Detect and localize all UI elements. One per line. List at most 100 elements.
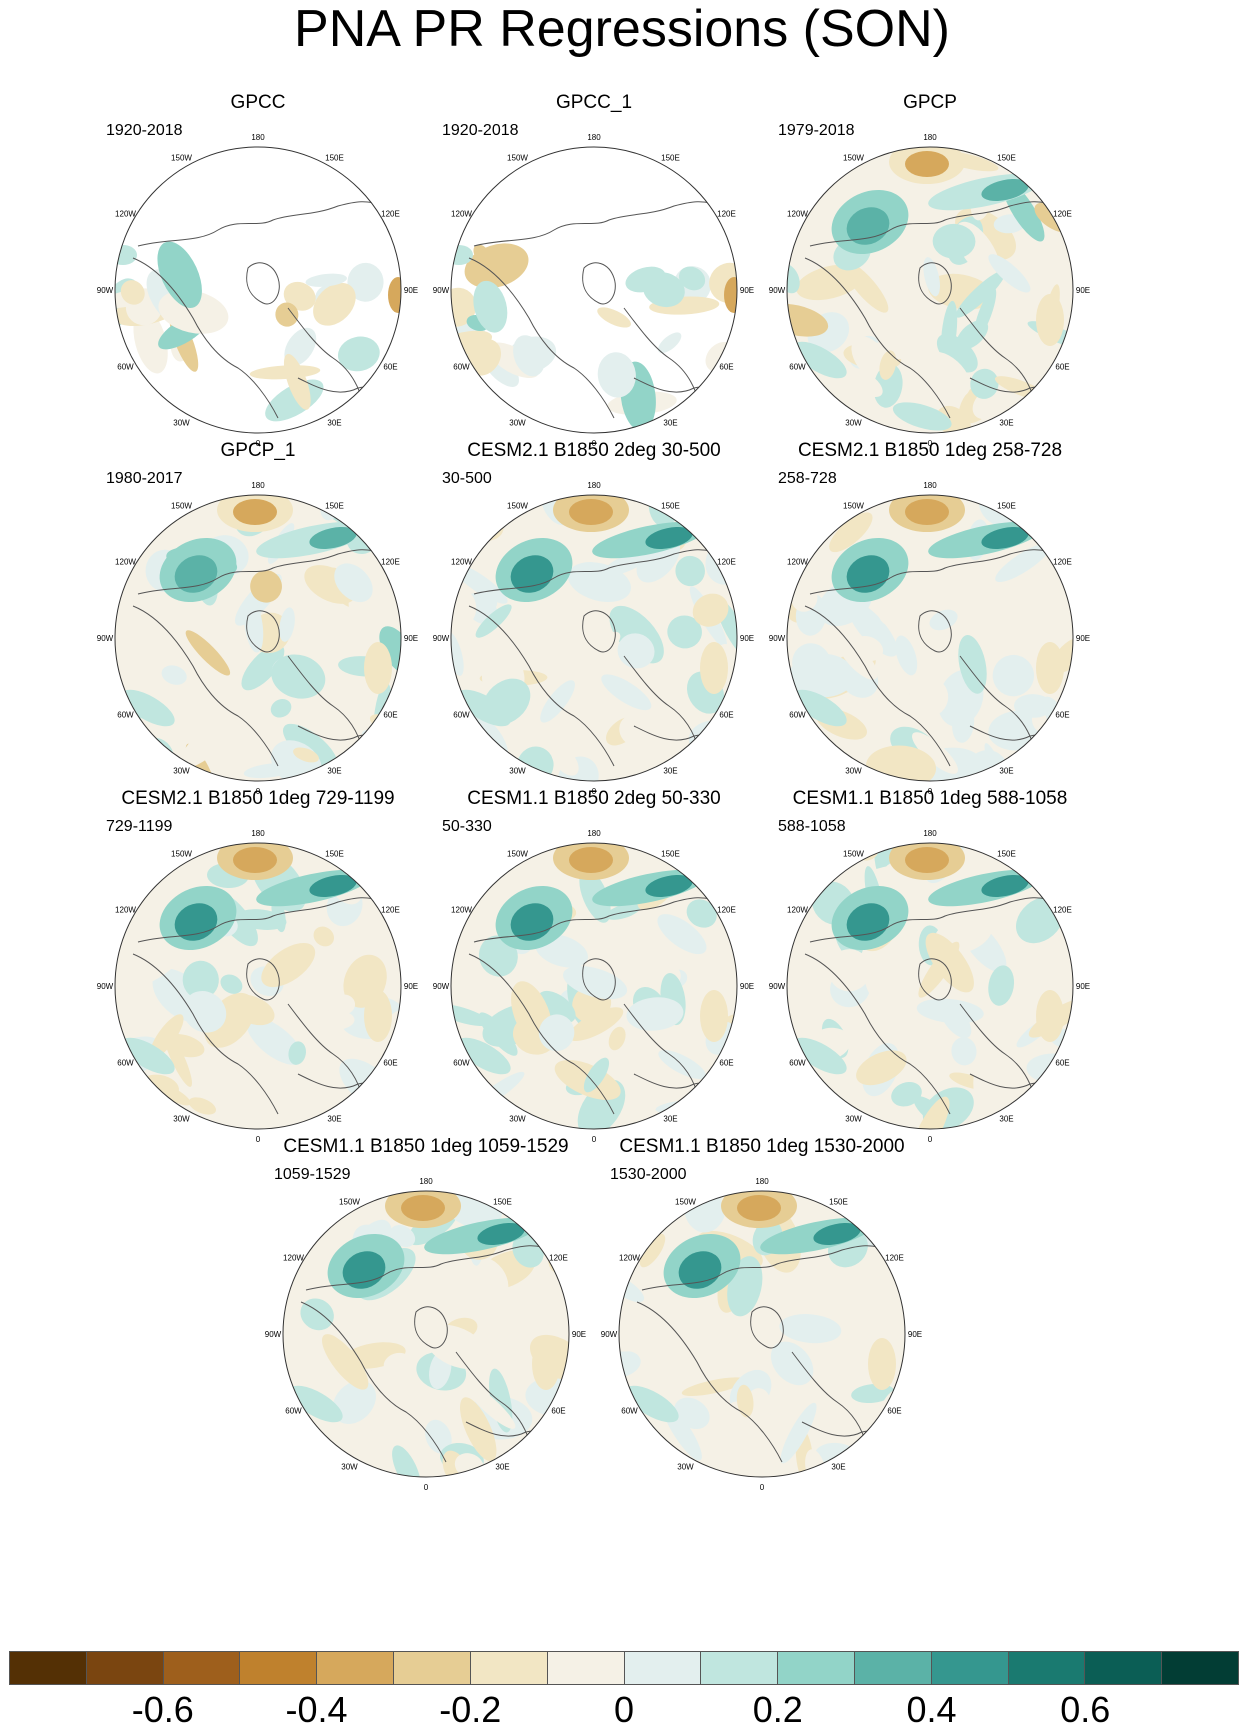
panel-period-label: 1980-2017 <box>106 470 183 487</box>
map-boundary <box>786 842 1074 1130</box>
longitude-label: 120W <box>115 906 136 915</box>
longitude-label: 60W <box>285 1407 302 1416</box>
map-panel: GPCC_1 180 150E 120E 90E 60E 30E 0 30W 60W 90W 120W… <box>424 92 764 462</box>
anomaly-patch <box>345 1097 377 1129</box>
longitude-label: 60W <box>789 1059 806 1068</box>
panel-title: CESM1.1 B1850 1deg 1530-2000 <box>619 1136 905 1157</box>
anomaly-patch <box>891 1081 922 1107</box>
asia-dry-anomaly <box>1036 990 1064 1042</box>
anomaly-patch <box>681 1377 746 1396</box>
anomaly-patch <box>451 1004 490 1027</box>
north-american-coastline <box>132 953 279 1115</box>
anomaly-patch <box>657 914 707 955</box>
polar-map: 180 150E 120E 90E 60E 30E 0 30W 60W 90W 120W 150W <box>601 1177 922 1492</box>
anomaly-patch <box>425 1324 488 1370</box>
longitude-label: 30W <box>509 419 526 428</box>
longitude-label: 150W <box>507 154 528 163</box>
anomaly-patch <box>115 1100 153 1129</box>
anomaly-patch <box>148 1098 171 1121</box>
longitude-label: 90E <box>908 1330 922 1339</box>
panel-title: GPCP <box>903 92 957 113</box>
map-boundary <box>282 1190 570 1478</box>
colorbar-box <box>163 1651 241 1685</box>
longitude-label: 30E <box>327 1115 341 1124</box>
longitude-label: 120W <box>115 210 136 219</box>
longitude-label: 120E <box>1053 906 1072 915</box>
anomaly-patch <box>568 1007 624 1042</box>
anomaly-patch <box>787 303 829 337</box>
longitude-label: 0 <box>928 1135 933 1144</box>
longitude-label: 30E <box>999 767 1013 776</box>
longitude-label: 30W <box>845 767 862 776</box>
longitude-label: 90E <box>1076 634 1090 643</box>
anomaly-patch <box>115 612 141 639</box>
colorbar-box <box>1162 1651 1239 1685</box>
anomaly-patch <box>992 654 1035 697</box>
anomaly-patch <box>376 406 401 433</box>
panel-period-label: 30-500 <box>442 470 492 487</box>
anomaly-patch <box>973 1031 998 1101</box>
longitude-label: 30W <box>173 767 190 776</box>
longitude-label: 150E <box>997 850 1016 859</box>
colorbar-box <box>931 1651 1009 1685</box>
longitude-label: 60W <box>453 1059 470 1068</box>
arctic-islands <box>414 1306 448 1349</box>
anomaly-patch <box>313 926 335 947</box>
longitude-label: 150E <box>661 154 680 163</box>
map-panel: CESM1.1 B1850 1deg 1530-2000 180 150E 120E 9… <box>592 1136 932 1506</box>
longitude-label: 90W <box>769 286 786 295</box>
anomaly-patch <box>879 350 897 380</box>
longitude-label: 120W <box>451 906 472 915</box>
anomaly-patch <box>220 974 243 994</box>
map-boundary <box>450 494 738 782</box>
anomaly-patch <box>622 1300 664 1339</box>
colorbar-box <box>624 1651 702 1685</box>
anomaly-patch <box>473 280 508 333</box>
longitude-label: 90E <box>740 634 754 643</box>
greenland-coastline <box>287 655 364 752</box>
longitude-label: 180 <box>587 481 601 490</box>
anomaly-patch <box>182 960 219 1000</box>
pacific-dry-core <box>233 847 277 873</box>
anomaly-patch <box>988 254 1031 293</box>
polar-map: 180 150E 120E 90E 60E 30E 0 30W 60W 90W 120W 150W <box>265 1177 586 1492</box>
longitude-label: 30E <box>831 1463 845 1472</box>
anomaly-patch <box>639 1233 666 1268</box>
anomaly-patch <box>182 991 227 1033</box>
asian-coastline <box>809 897 1061 943</box>
colorbar-tick-label: 0.6 <box>1060 1689 1111 1730</box>
longitude-label: 150W <box>843 154 864 163</box>
anomaly-patch <box>275 302 299 327</box>
map-panel: CESM1.1 B1850 1deg 1059-1529 180 150E 120E 9… <box>256 1136 596 1506</box>
atlantic-wet-anomaly <box>121 1037 175 1075</box>
map-boundary <box>114 494 402 782</box>
colorbar-box <box>701 1651 779 1685</box>
longitude-label: 150E <box>661 502 680 511</box>
anomaly-patch <box>995 543 1051 583</box>
anomaly-patch <box>478 1012 518 1056</box>
anomaly-patch <box>157 241 202 308</box>
longitude-label: 120E <box>381 210 400 219</box>
anomaly-patch <box>626 997 684 1031</box>
greenland-coastline <box>455 1351 532 1448</box>
pacific-wet-core <box>981 875 1029 897</box>
longitude-label: 60E <box>1055 711 1069 720</box>
longitude-label: 90W <box>601 1330 618 1339</box>
anomaly-patch <box>895 635 918 676</box>
anomaly-patch <box>115 1092 148 1115</box>
anomaly-patch <box>988 965 1015 1006</box>
longitude-label: 0 <box>256 1135 261 1144</box>
anomaly-patch <box>451 631 464 676</box>
anomaly-patch <box>282 723 338 770</box>
panel-period-label: 1920-2018 <box>442 122 519 139</box>
longitude-label: 180 <box>587 829 601 838</box>
anomaly-patch <box>658 332 682 354</box>
anomaly-patch <box>829 512 873 553</box>
panel-period-label: 729-1199 <box>106 818 173 835</box>
longitude-label: 180 <box>923 829 937 838</box>
longitude-label: 120W <box>787 210 808 219</box>
longitude-label: 0 <box>256 787 261 796</box>
longitude-label: 120E <box>885 1254 904 1263</box>
polar-map: 180 150E 120E 90E 60E 30E 0 30W 60W 90W 120W 150W <box>769 829 1090 1144</box>
anomaly-patch <box>523 1191 554 1218</box>
